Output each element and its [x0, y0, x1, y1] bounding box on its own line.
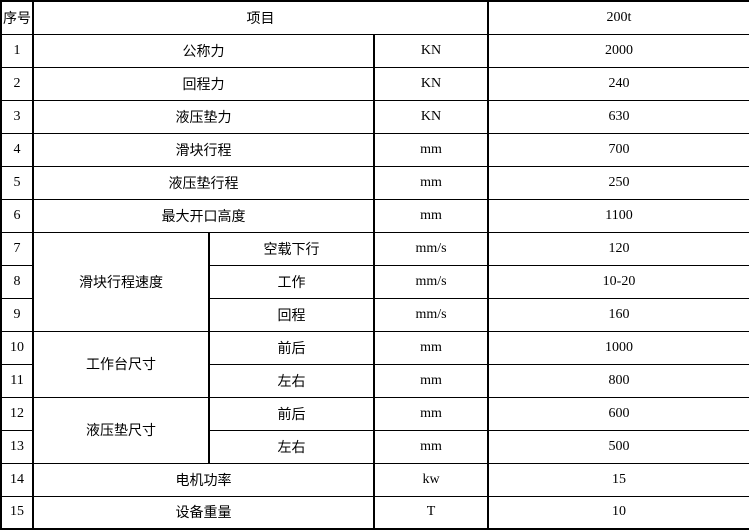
row-unit: mm	[373, 429, 489, 464]
group-cell: 液压垫尺寸	[32, 396, 210, 464]
row-sub-item: 左右	[208, 429, 375, 464]
row-unit: mm	[373, 198, 489, 233]
table-row: 8 工作 mm/s 10-20	[0, 264, 749, 299]
row-unit: mm	[373, 330, 489, 365]
table-row: 14 电机功率 kw 15	[0, 462, 749, 497]
row-unit: mm/s	[373, 264, 489, 299]
row-sub-item: 前后	[208, 396, 375, 431]
row-unit: mm	[373, 363, 489, 398]
row-unit: KN	[373, 66, 489, 101]
row-unit: T	[373, 495, 489, 530]
table-row: 12 液压垫尺寸 前后 mm 600	[0, 396, 749, 464]
row-sub-item: 前后	[208, 330, 375, 365]
row-value: 240	[487, 66, 749, 101]
table-row: 4 滑块行程 mm 700	[0, 132, 749, 167]
row-seq: 9	[0, 297, 34, 332]
row-seq: 2	[0, 66, 34, 101]
row-value: 630	[487, 99, 749, 134]
row-seq: 7	[0, 231, 34, 266]
row-value: 160	[487, 297, 749, 332]
row-item: 最大开口高度	[32, 198, 375, 233]
row-value: 500	[487, 429, 749, 464]
table-row: 15 设备重量 T 10	[0, 495, 749, 530]
table-row: 6 最大开口高度 mm 1100	[0, 198, 749, 233]
row-seq: 6	[0, 198, 34, 233]
row-unit: kw	[373, 462, 489, 497]
row-seq: 15	[0, 495, 34, 530]
row-unit: mm	[373, 396, 489, 431]
header-item: 项目	[32, 0, 489, 35]
table-row: 11 左右 mm 800	[0, 363, 749, 398]
table-row: 13 左右 mm 500	[0, 429, 749, 464]
row-seq: 11	[0, 363, 34, 398]
row-value: 15	[487, 462, 749, 497]
header-seq: 序号	[0, 0, 34, 35]
row-seq: 1	[0, 33, 34, 68]
row-sub-item: 左右	[208, 363, 375, 398]
table-row: 1 公称力 KN 2000	[0, 33, 749, 68]
table-row: 2 回程力 KN 240	[0, 66, 749, 101]
row-value: 700	[487, 132, 749, 167]
row-item: 液压垫行程	[32, 165, 375, 200]
row-seq: 12	[0, 396, 34, 431]
table-row: 10 工作台尺寸 前后 mm 1000	[0, 330, 749, 398]
table-row: 9 回程 mm/s 160	[0, 297, 749, 332]
row-value: 120	[487, 231, 749, 266]
row-seq: 3	[0, 99, 34, 134]
row-item: 设备重量	[32, 495, 375, 530]
row-item: 电机功率	[32, 462, 375, 497]
row-value: 10-20	[487, 264, 749, 299]
group-cell: 滑块行程速度	[32, 231, 210, 332]
header-value: 200t	[487, 0, 749, 35]
row-value: 2000	[487, 33, 749, 68]
row-unit: mm/s	[373, 297, 489, 332]
row-item: 滑块行程	[32, 132, 375, 167]
row-value: 800	[487, 363, 749, 398]
row-unit: KN	[373, 33, 489, 68]
row-item: 液压垫力	[32, 99, 375, 134]
row-sub-item: 回程	[208, 297, 375, 332]
table-row: 5 液压垫行程 mm 250	[0, 165, 749, 200]
table-header-row: 序号 项目 200t	[0, 0, 749, 35]
group-cell: 工作台尺寸	[32, 330, 210, 398]
row-seq: 13	[0, 429, 34, 464]
row-unit: mm	[373, 132, 489, 167]
table-row: 3 液压垫力 KN 630	[0, 99, 749, 134]
row-value: 250	[487, 165, 749, 200]
row-value: 1000	[487, 330, 749, 365]
row-seq: 14	[0, 462, 34, 497]
row-value: 10	[487, 495, 749, 530]
row-value: 1100	[487, 198, 749, 233]
row-seq: 5	[0, 165, 34, 200]
row-unit: KN	[373, 99, 489, 134]
row-seq: 10	[0, 330, 34, 365]
row-unit: mm/s	[373, 231, 489, 266]
row-value: 600	[487, 396, 749, 431]
row-sub-item: 空载下行	[208, 231, 375, 266]
row-seq: 8	[0, 264, 34, 299]
row-item: 公称力	[32, 33, 375, 68]
row-seq: 4	[0, 132, 34, 167]
row-item: 回程力	[32, 66, 375, 101]
table-row: 7 滑块行程速度 空载下行 mm/s 120	[0, 231, 749, 332]
row-unit: mm	[373, 165, 489, 200]
row-sub-item: 工作	[208, 264, 375, 299]
